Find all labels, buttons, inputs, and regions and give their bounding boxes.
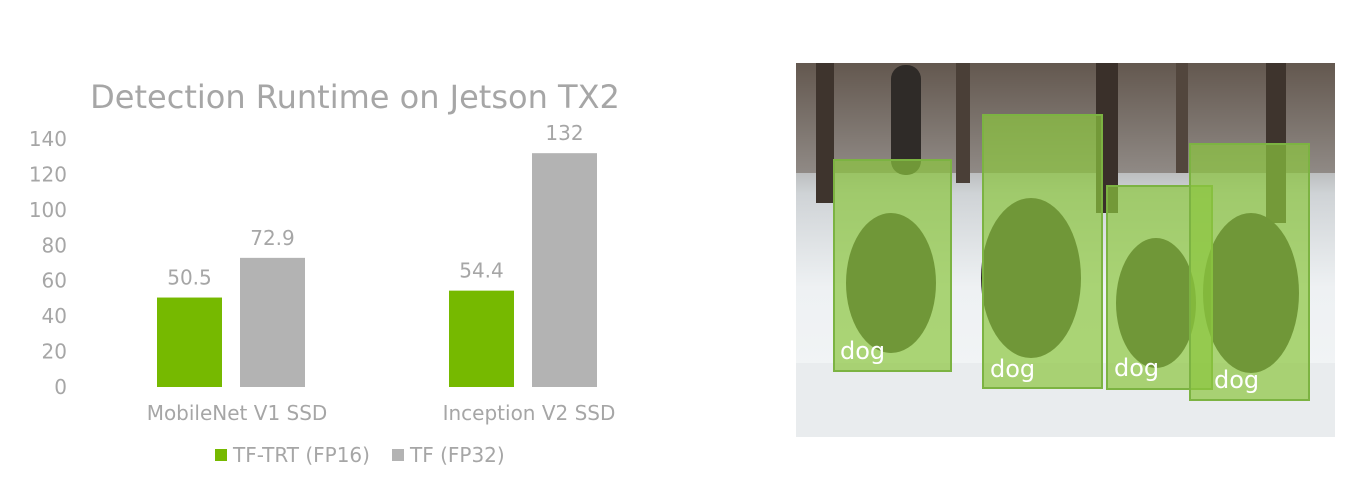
detection-label: dog: [990, 355, 1035, 383]
detection-box: [1189, 143, 1310, 401]
bar-value-label: 50.5: [167, 266, 212, 290]
bar: [449, 290, 514, 387]
detection-box: [833, 159, 952, 372]
detection-label: dog: [840, 337, 885, 365]
y-tick-label: 100: [29, 198, 67, 222]
bar-chart: Detection Runtime on Jetson TX2 0 20 40 60 8…: [29, 78, 620, 467]
bar-value-label: 54.4: [459, 259, 504, 283]
detection-label: dog: [1114, 354, 1159, 382]
detection-boxes: dog dog dog dog: [833, 114, 1310, 401]
legend-label: TF-TRT (FP16): [232, 443, 370, 467]
detection-box: [982, 114, 1103, 389]
y-tick-label: 20: [42, 340, 67, 364]
bar-value-label: 132: [545, 121, 583, 145]
chart-legend: TF-TRT (FP16) TF (FP32): [215, 443, 505, 467]
y-tick-label: 120: [29, 162, 67, 186]
detection-label: dog: [1214, 366, 1259, 394]
bar: [240, 257, 305, 387]
bar: [532, 153, 597, 387]
bar: [157, 297, 222, 387]
legend-label: TF (FP32): [409, 443, 505, 467]
y-tick-label: 80: [42, 233, 67, 257]
detection-photo: dog dog dog dog: [796, 63, 1335, 437]
legend-swatch: [392, 449, 404, 461]
x-tick-label: MobileNet V1 SSD: [147, 401, 328, 425]
legend-swatch: [215, 449, 227, 461]
y-axis: 0 20 40 60 80 100 120 140: [29, 127, 67, 399]
x-axis: MobileNet V1 SSD Inception V2 SSD: [147, 401, 616, 425]
y-tick-label: 0: [54, 375, 67, 399]
y-tick-label: 140: [29, 127, 67, 151]
y-tick-label: 60: [42, 269, 67, 293]
bar-value-label: 72.9: [250, 226, 295, 250]
chart-title: Detection Runtime on Jetson TX2: [90, 78, 620, 116]
x-tick-label: Inception V2 SSD: [443, 401, 616, 425]
bar-series: 50.5 54.4 72.9 132: [157, 121, 597, 387]
y-tick-label: 40: [42, 304, 67, 328]
